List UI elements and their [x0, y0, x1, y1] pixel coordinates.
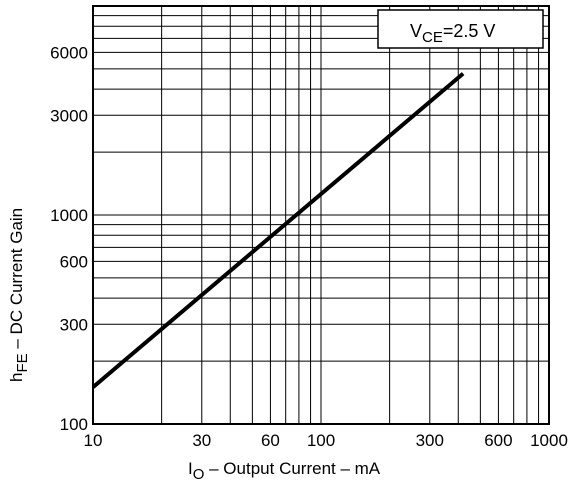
annotation-frame — [377, 9, 544, 49]
x-axis-label-sub: O — [193, 466, 205, 483]
y-tick-label: 300 — [60, 315, 88, 334]
y-tick-label: 3000 — [50, 106, 88, 125]
y-tick-label: 600 — [60, 252, 88, 271]
x-tick-label: 10 — [84, 431, 103, 450]
x-tick-label: 300 — [416, 431, 444, 450]
hfe-curve — [91, 72, 465, 389]
y-tick-label: 100 — [60, 415, 88, 434]
annotation-sub: CE — [422, 29, 443, 46]
annotation-main: V — [410, 21, 422, 41]
plot-frame — [92, 5, 550, 425]
x-axis-label-main: I — [188, 459, 193, 478]
y-tick-labels: 100 300 600 1000 3000 6000 — [50, 43, 88, 434]
x-tick-label: 100 — [307, 431, 335, 450]
annotation-text: VCE=2.5 V — [410, 21, 495, 46]
annotation-box: VCE=2.5 V — [377, 9, 544, 49]
x-axis-label-rest: – Output Current – mA — [204, 459, 380, 478]
x-tick-label: 30 — [192, 431, 211, 450]
annotation-rest: =2.5 V — [443, 21, 496, 41]
y-tick-label: 6000 — [50, 43, 88, 62]
x-tick-label: 60 — [261, 431, 280, 450]
y-tick-label: 1000 — [50, 206, 88, 225]
series-layer — [91, 72, 465, 389]
y-axis-label-sub: FE — [14, 353, 31, 372]
y-axis-label: hFE – DC Current Gain — [7, 208, 31, 382]
x-tick-label: 1000 — [530, 431, 568, 450]
y-axis-label-rest: – DC Current Gain — [7, 208, 26, 354]
grid — [93, 6, 549, 424]
x-tick-labels: 10 30 60 100 300 600 1000 — [84, 431, 568, 450]
x-tick-label: 600 — [484, 431, 512, 450]
y-axis-label-main: h — [7, 373, 26, 382]
x-axis-label: IO – Output Current – mA — [188, 459, 381, 483]
